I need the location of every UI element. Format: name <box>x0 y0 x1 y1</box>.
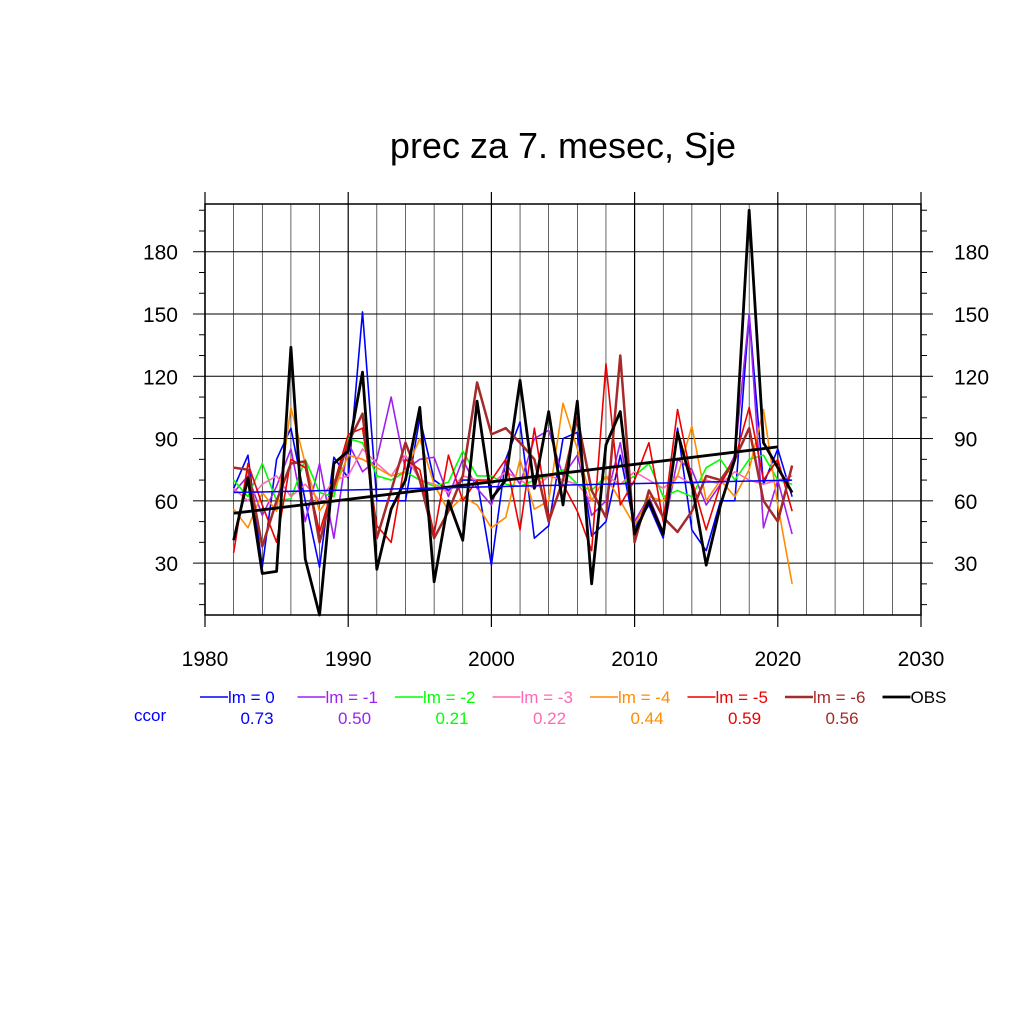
trend-line <box>233 445 778 515</box>
ccor-value: 0.21 <box>435 709 468 728</box>
legend-label: OBS <box>911 688 947 707</box>
y-tick-label-right: 120 <box>954 366 989 389</box>
ccor-value: 0.50 <box>338 709 371 728</box>
legend-label: lm = -3 <box>521 688 573 707</box>
x-axis-labels: 1980 1990 2000 2010 2020 2030 <box>182 648 945 671</box>
legend-label: lm = -1 <box>326 688 378 707</box>
x-tick-label: 2000 <box>468 648 515 671</box>
legend-label: lm = -5 <box>716 688 768 707</box>
y-tick-label-right: 90 <box>954 429 977 452</box>
plot-frame <box>204 203 922 616</box>
ccor-value: 0.22 <box>533 709 566 728</box>
ccor-value: 0.44 <box>630 709 663 728</box>
x-tick-label: 2030 <box>898 648 945 671</box>
legend-label: lm = -6 <box>813 688 865 707</box>
chart-title: prec za 7. mesec, Sje <box>390 125 736 166</box>
x-tick-label: 2010 <box>611 648 658 671</box>
legend-label: lm = -2 <box>423 688 475 707</box>
ccor-label: ccor <box>134 706 166 725</box>
series-line-7 <box>232 208 794 617</box>
y-tick-label-right: 30 <box>954 553 977 576</box>
x-tick-label: 1980 <box>182 648 229 671</box>
y-tick-label-left: 90 <box>155 429 178 452</box>
y-axis-labels: 30 30 60 60 90 90 120 120 150 150 180 180 <box>143 242 989 576</box>
y-tick-label-left: 30 <box>155 553 178 576</box>
y-tick-label-left: 120 <box>143 366 178 389</box>
y-tick-label-left: 180 <box>143 242 178 265</box>
ccor-value: 0.73 <box>240 709 273 728</box>
legend: lm = 0 0.73 lm = -1 0.50 lm = -2 0.21 lm = -3 0… <box>200 688 946 728</box>
ccor-value: 0.59 <box>728 709 761 728</box>
y-tick-label-right: 150 <box>954 304 989 327</box>
grid <box>204 204 922 615</box>
y-tick-label-left: 60 <box>155 491 178 514</box>
ccor-value: 0.56 <box>825 709 858 728</box>
legend-label: lm = -4 <box>618 688 670 707</box>
trend-lines <box>233 445 793 515</box>
x-tick-label: 2020 <box>754 648 801 671</box>
trend-line <box>233 479 793 494</box>
y-tick-label-right: 180 <box>954 242 989 265</box>
y-tick-label-left: 150 <box>143 304 178 327</box>
legend-label: lm = 0 <box>228 688 275 707</box>
x-tick-label: 1990 <box>325 648 372 671</box>
series-lines <box>232 208 794 617</box>
y-tick-label-right: 60 <box>954 491 977 514</box>
axis-ticks <box>193 192 933 627</box>
series-line-6 <box>233 354 794 548</box>
series-line-5 <box>232 363 793 553</box>
